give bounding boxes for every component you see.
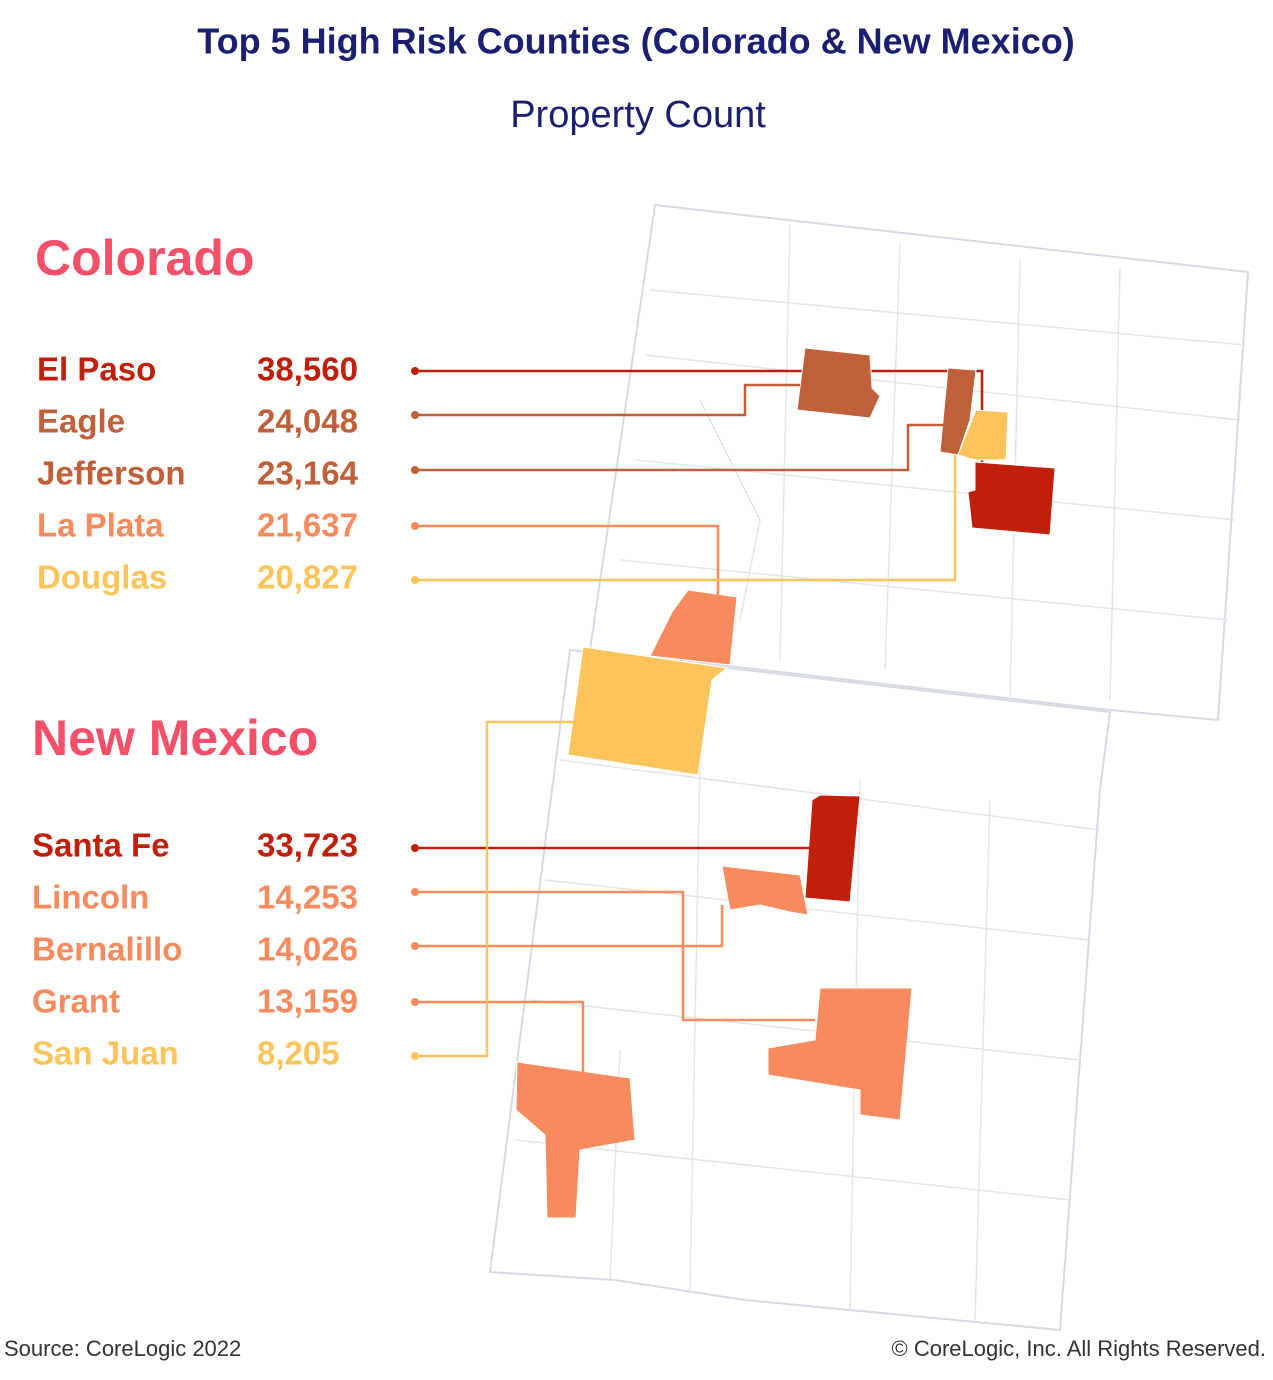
county-count: 14,253: [257, 879, 358, 916]
colorado-outline: [588, 203, 1250, 722]
county-name: Douglas: [37, 559, 167, 596]
county-shape: [515, 1061, 636, 1219]
leader-line: [415, 1000, 585, 1080]
source: Source: CoreLogic 2022: [4, 1336, 241, 1361]
county-name: Grant: [32, 983, 120, 1020]
leader-dot: [411, 576, 419, 584]
county-borders: [514, 224, 1246, 1321]
leader-line: [415, 423, 945, 472]
leader-dot: [411, 844, 419, 852]
county-name: Lincoln: [32, 879, 149, 916]
county-shape: [957, 409, 1009, 461]
county-name: Santa Fe: [32, 827, 170, 864]
county-shape: [796, 347, 881, 419]
new-mexico-outline: [488, 648, 1112, 1332]
county-shape: [939, 367, 977, 456]
leader-dot: [411, 411, 419, 419]
map: [488, 203, 1250, 1332]
state-heading: Colorado: [35, 230, 254, 286]
county-name: Eagle: [37, 403, 125, 440]
leader-dot: [411, 888, 419, 896]
county-name: La Plata: [37, 507, 164, 544]
leader-line: [415, 455, 957, 582]
leader-dot: [411, 522, 419, 530]
county-shape: [767, 987, 913, 1121]
county-count: 23,164: [257, 455, 359, 492]
leader-dot: [411, 998, 419, 1006]
leader-dot: [411, 942, 419, 950]
leader-line: [415, 890, 815, 1022]
county-count: 24,048: [257, 403, 358, 440]
leader-dot: [411, 466, 419, 474]
leader-dot: [411, 1052, 419, 1060]
county-name: Bernalillo: [32, 931, 182, 968]
county-shape: [649, 589, 738, 666]
county-count: 33,723: [257, 827, 358, 864]
county-count: 13,159: [257, 983, 358, 1020]
county-name: San Juan: [32, 1035, 179, 1072]
leader-line: [415, 905, 724, 948]
leader-line: [415, 720, 575, 1058]
county-name: El Paso: [37, 351, 156, 388]
county-count: 8,205: [257, 1035, 340, 1072]
county-count: 20,827: [257, 559, 358, 596]
county-shape: [721, 865, 809, 916]
state-heading: New Mexico: [32, 710, 318, 766]
title: Top 5 High Risk Counties (Colorado & New…: [197, 21, 1074, 62]
leader-line: [415, 383, 800, 417]
county-count: 38,560: [257, 351, 358, 388]
leader-dot: [411, 367, 419, 375]
county-name: Jefferson: [37, 455, 186, 492]
county-count: 21,637: [257, 507, 358, 544]
county-count: 14,026: [257, 931, 358, 968]
county-shape: [967, 461, 1056, 536]
leader-line: [415, 524, 720, 600]
copyright: © CoreLogic, Inc. All Rights Reserved.: [892, 1336, 1266, 1361]
county-shape: [804, 794, 861, 903]
subtitle: Property Count: [510, 94, 766, 136]
county-shape: [567, 646, 729, 776]
